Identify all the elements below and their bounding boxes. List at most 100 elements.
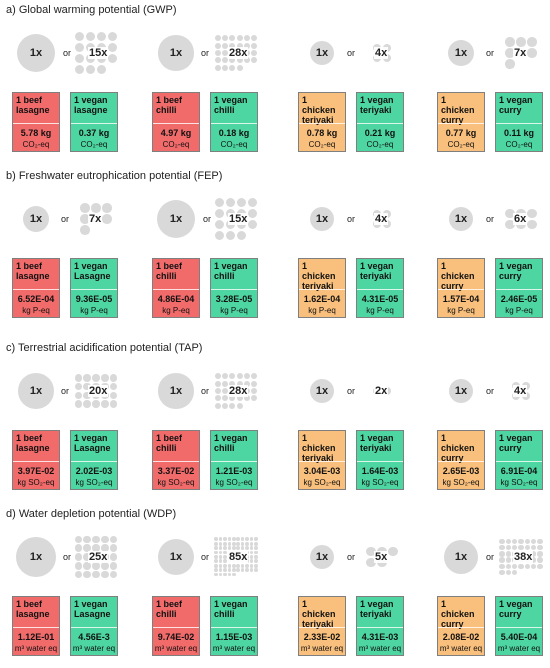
vegan-meal-dot bbox=[251, 42, 258, 49]
circle-comparison: 1x or 15x bbox=[152, 184, 282, 254]
box-divider bbox=[299, 289, 345, 290]
vegan-meal-dot bbox=[214, 546, 219, 551]
vegan-meal-dot bbox=[92, 562, 100, 570]
circle-comparison: 1x or 28x bbox=[152, 356, 282, 426]
vegan-meal-dot bbox=[505, 59, 515, 69]
box-divider bbox=[211, 289, 257, 290]
comparison-pair: 1x or 6x 1 chicken curry 1.57E-04 kg P-eq 1 ve… bbox=[437, 184, 550, 326]
meat-meal-circle: 1x bbox=[310, 545, 334, 569]
vegan-meal-dot bbox=[505, 538, 512, 544]
meat-meal-box: 1 chicken teriyaki 3.04E-03 kg SO₂-eq bbox=[298, 430, 346, 490]
vegan-meal-dot bbox=[80, 214, 90, 224]
vegan-meal-dot bbox=[253, 559, 258, 564]
vegan-meal-dot bbox=[227, 572, 232, 577]
or-label: or bbox=[203, 214, 212, 224]
vegan-meal-name: 1 vegan Lasagne bbox=[74, 261, 111, 281]
vegan-meal-name: 1 vegan chilli bbox=[214, 95, 248, 115]
comparison-pair: 1x or 2x 1 chicken teriyaki 3.04E-03 kg SO₂-e… bbox=[298, 356, 428, 498]
box-divider bbox=[153, 289, 199, 290]
vegan-meal-dot bbox=[253, 546, 258, 551]
meat-meal-box: 1 beef lasagne 1.12E-01 m³ water eq bbox=[12, 596, 60, 656]
vegan-meal-dot bbox=[218, 572, 223, 577]
comparison-pair: 1x or 85x 1 beef chilli 9.74E-02 m³ water eq 1… bbox=[152, 522, 282, 664]
vegan-meal-dot bbox=[505, 563, 512, 570]
box-divider bbox=[13, 461, 59, 462]
box-divider bbox=[357, 289, 403, 290]
vegan-impact-value: 5.40E-04 bbox=[500, 632, 538, 642]
vegan-meal-dot bbox=[214, 568, 219, 573]
one-meal-label: 1x bbox=[454, 550, 468, 563]
one-meal-label: 1x bbox=[169, 550, 183, 563]
vegan-meal-dot bbox=[229, 57, 236, 64]
meat-impact-value: 3.04E-03 bbox=[303, 466, 341, 476]
vegan-meal-dot bbox=[109, 400, 118, 408]
comparison-pair: 1x or 7x 1 chicken curry 0.77 kg CO₂-eq 1 vega… bbox=[437, 18, 550, 160]
box-divider bbox=[438, 461, 484, 462]
ratio-label: 85x bbox=[228, 551, 249, 563]
comparison-pair: 1x or 28x 1 beef chilli 4.97 kg CO₂-eq 1 vegan… bbox=[152, 18, 282, 160]
vegan-meal-dot bbox=[253, 555, 258, 559]
box-divider bbox=[71, 123, 117, 124]
vegan-meal-dot bbox=[516, 37, 526, 47]
meat-impact-value: 4.86E-04 bbox=[157, 294, 195, 304]
meat-meal-box: 1 beef chilli 4.97 kg CO₂-eq bbox=[152, 92, 200, 152]
vegan-meal-dot bbox=[80, 203, 90, 213]
vegan-meal-dot bbox=[505, 219, 515, 230]
vegan-meal-dot bbox=[74, 400, 83, 408]
vegan-meal-dot bbox=[512, 544, 518, 551]
circle-comparison: 1x or 5x bbox=[298, 522, 428, 592]
box-divider bbox=[71, 289, 117, 290]
vegan-impact-unit: CO₂-eq bbox=[366, 140, 394, 149]
vegan-meal-dot bbox=[245, 537, 249, 542]
or-label: or bbox=[201, 48, 210, 58]
vegan-impact-unit: CO₂-eq bbox=[505, 140, 533, 149]
meat-meal-box: 1 chicken curry 2.65E-03 kg SO₂-eq bbox=[437, 430, 485, 490]
circle-comparison: 1x or 4x bbox=[298, 18, 428, 88]
vegan-meal-dot bbox=[223, 568, 227, 573]
section-0: a) Global warming potential (GWP) 1x or 15x… bbox=[0, 4, 550, 164]
vegan-meal-dot bbox=[512, 570, 518, 576]
circle-comparison: 1x or 7x bbox=[437, 18, 550, 88]
box-divider bbox=[71, 461, 117, 462]
vegan-meal-dot bbox=[107, 53, 118, 64]
vegan-meal-dot bbox=[366, 546, 376, 557]
vegan-meal-dot bbox=[505, 557, 512, 563]
vegan-meal-dot bbox=[83, 400, 91, 408]
meat-meal-circle: 1x bbox=[448, 206, 474, 232]
meat-meal-circle: 1x bbox=[158, 373, 194, 409]
vegan-meal-dot bbox=[214, 42, 221, 49]
vegan-meal-dot bbox=[214, 537, 219, 542]
meat-impact-value: 2.08E-02 bbox=[442, 632, 480, 642]
vegan-meal-dot bbox=[253, 550, 258, 555]
vegan-impact-unit: m³ water eq bbox=[497, 644, 541, 653]
vegan-meal-dot bbox=[505, 37, 515, 47]
vegan-meal-dot bbox=[109, 535, 118, 544]
vegan-meal-dot bbox=[527, 219, 537, 230]
box-divider bbox=[496, 289, 542, 290]
vegan-meal-dot bbox=[499, 551, 505, 557]
vegan-meal-dot bbox=[537, 557, 543, 563]
vegan-meal-dot bbox=[236, 380, 243, 387]
meat-meal-box: 1 beef chilli 3.37E-02 kg SO₂-eq bbox=[152, 430, 200, 490]
or-label: or bbox=[347, 386, 356, 396]
vegan-meal-dot bbox=[527, 208, 537, 219]
vegan-meal-dot bbox=[231, 563, 236, 568]
one-meal-label: 1x bbox=[454, 46, 468, 59]
vegan-meal-dot bbox=[85, 31, 96, 42]
vegan-meal-dot bbox=[80, 225, 90, 235]
box-divider bbox=[211, 627, 257, 628]
vegan-meal-dot bbox=[249, 537, 254, 542]
one-meal-label: 1x bbox=[315, 385, 329, 397]
box-divider bbox=[13, 627, 59, 628]
vegan-meal-dot bbox=[74, 53, 85, 64]
vegan-meal-dot bbox=[223, 555, 227, 559]
circle-comparison: 1x or 25x bbox=[12, 522, 142, 592]
vegan-meal-dot bbox=[214, 49, 221, 57]
vegan-meal-dot bbox=[236, 395, 243, 402]
vegan-meal-dot bbox=[524, 544, 530, 551]
circle-comparison: 1x or 85x bbox=[152, 522, 282, 592]
vegan-meal-dot bbox=[236, 35, 243, 42]
vegan-meal-dot bbox=[214, 395, 221, 402]
vegan-meal-dot bbox=[101, 535, 109, 544]
meat-meal-circle: 1x bbox=[18, 373, 54, 409]
